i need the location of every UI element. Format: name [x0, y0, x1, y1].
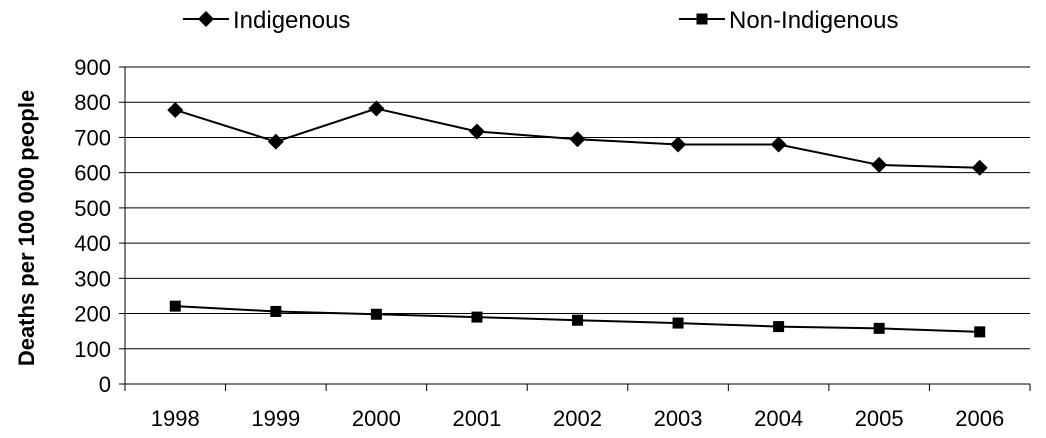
y-tick-labels: 0 100 200 300 400 500 600 700 800 900	[74, 55, 111, 397]
point-non-indigenous-2004	[773, 321, 785, 333]
legend-marker-indigenous	[198, 11, 214, 27]
y-tick-label-600: 600	[74, 161, 111, 186]
y-tick-label-0: 0	[99, 372, 111, 397]
x-tick-label-2003: 2003	[654, 406, 703, 431]
x-tick-label-2005: 2005	[855, 406, 904, 431]
gridlines	[125, 66, 1030, 350]
y-tick-label-200: 200	[74, 302, 111, 327]
point-non-indigenous-2003	[672, 317, 684, 329]
y-tick-label-700: 700	[74, 125, 111, 150]
legend: Indigenous Non-Indigenous	[183, 7, 898, 34]
point-indigenous-2000	[368, 100, 385, 117]
series-group	[167, 100, 988, 338]
point-indigenous-2006	[971, 159, 988, 176]
x-tick-label-2001: 2001	[452, 406, 501, 431]
point-non-indigenous-1999	[270, 305, 282, 317]
x-tick-label-2002: 2002	[553, 406, 602, 431]
legend-item-non-indigenous: Non-Indigenous	[679, 7, 898, 34]
series-indigenous	[167, 100, 988, 176]
legend-item-indigenous: Indigenous	[183, 7, 350, 34]
point-non-indigenous-2006	[974, 326, 986, 338]
point-indigenous-1998	[167, 101, 184, 118]
axes	[119, 66, 1031, 391]
x-tick-label-2004: 2004	[754, 406, 803, 431]
point-non-indigenous-2001	[471, 311, 483, 323]
point-indigenous-2004	[770, 136, 787, 153]
point-indigenous-1999	[267, 133, 284, 150]
point-indigenous-2005	[871, 156, 888, 173]
x-tick-label-2006: 2006	[955, 406, 1004, 431]
point-indigenous-2003	[670, 136, 687, 153]
y-tick-label-900: 900	[74, 55, 111, 80]
y-tick-label-100: 100	[74, 337, 111, 362]
y-axis-label: Deaths per 100 000 people	[14, 90, 39, 366]
x-tick-label-1998: 1998	[151, 406, 200, 431]
y-tick-label-300: 300	[74, 266, 111, 291]
y-tick-label-400: 400	[74, 231, 111, 256]
point-non-indigenous-2005	[873, 322, 885, 334]
x-tick-labels: 1998 1999 2000 2001 2002 2003 2004 2005 2006	[151, 406, 1004, 431]
x-tick-label-2000: 2000	[352, 406, 401, 431]
point-indigenous-2001	[468, 123, 485, 140]
point-indigenous-2002	[569, 131, 586, 148]
point-non-indigenous-2000	[370, 308, 382, 320]
series-non-indigenous	[169, 300, 986, 338]
y-tick-label-500: 500	[74, 196, 111, 221]
legend-marker-non-indigenous	[696, 13, 708, 25]
legend-label-non-indigenous: Non-Indigenous	[729, 7, 898, 34]
x-tick-label-1999: 1999	[251, 406, 300, 431]
point-non-indigenous-1998	[169, 300, 181, 312]
y-tick-label-800: 800	[74, 90, 111, 115]
legend-label-indigenous: Indigenous	[233, 7, 350, 34]
point-non-indigenous-2002	[572, 314, 583, 326]
